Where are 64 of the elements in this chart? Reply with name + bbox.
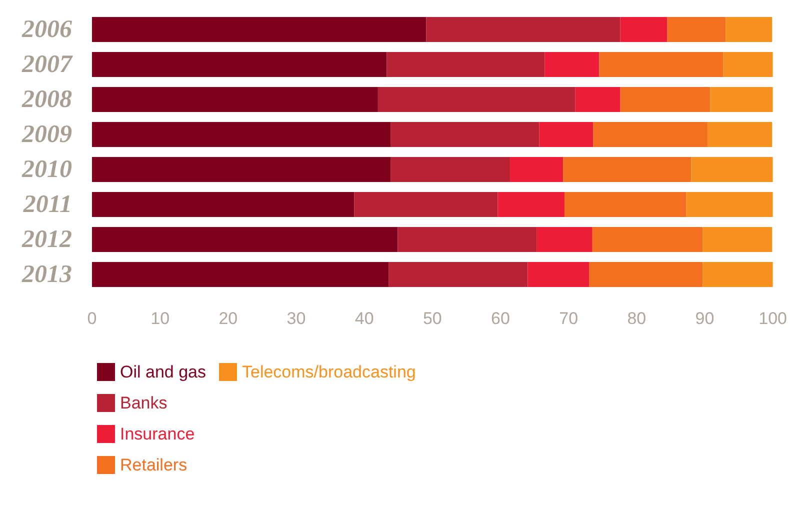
bar [575,87,620,112]
bar [593,122,708,147]
bar [92,87,378,112]
y-tick-label: 2013 [21,261,72,288]
bar [599,52,724,77]
bar [691,157,773,182]
x-tick-label: 30 [286,309,306,328]
legend-label: Telecoms/broadcasting [242,362,416,382]
bar [710,87,773,112]
bar [726,17,772,42]
bar [92,122,391,147]
bar [588,262,703,287]
x-tick-label: 100 [758,309,788,328]
bar [592,227,703,252]
bar [390,122,540,147]
x-tick-label: 10 [150,309,170,328]
bar [92,227,398,252]
bar [388,262,528,287]
bar [390,157,510,182]
bar [723,52,773,77]
legend-label: Retailers [120,456,188,474]
bar [667,17,726,42]
y-tick-label: 2006 [21,16,72,43]
bar [510,157,564,182]
bar [620,87,710,112]
legend-label: Banks [120,394,168,412]
y-tick-label: 2012 [21,226,72,253]
bar [564,192,686,217]
bar [92,52,387,77]
x-tick-label: 40 [354,309,374,328]
bar [702,262,773,287]
bar [702,227,772,252]
bar [92,17,426,42]
bar [92,262,389,287]
y-tick-label: 2009 [21,121,72,148]
bar [539,122,594,147]
bar [563,157,692,182]
x-tick-label: 50 [422,309,442,328]
bar [498,192,564,217]
bar [426,17,620,42]
bar [92,192,354,217]
bar [386,52,545,77]
bar [528,262,589,287]
x-tick-label: 90 [695,309,714,328]
legend-label: Oil and gas [120,362,206,382]
y-tick-label: 2011 [22,191,72,218]
bar [707,122,772,147]
x-tick-label: 80 [627,309,646,328]
bar [398,227,537,252]
x-tick-label: 0 [87,309,97,328]
bar [354,192,498,217]
bar [620,17,668,42]
y-tick-label: 2008 [21,86,72,113]
bar [544,52,600,77]
x-tick-label: 70 [559,309,578,328]
bar [536,227,592,252]
y-tick-label: 2007 [21,51,74,78]
y-tick-label: 2010 [21,156,72,183]
x-tick-label: 60 [491,309,510,328]
bar [686,192,773,217]
legend-label: Insurance [120,424,195,444]
bar [92,157,391,182]
x-tick-label: 20 [218,309,238,328]
bar [378,87,576,112]
